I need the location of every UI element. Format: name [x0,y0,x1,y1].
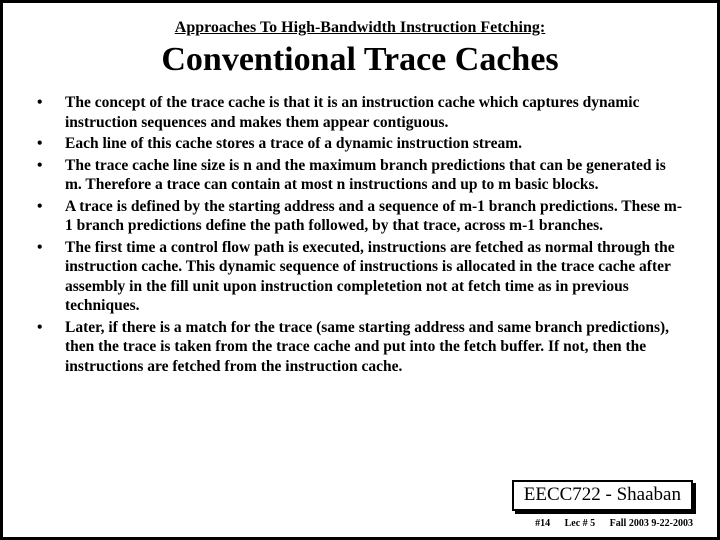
bullet-text: The first time a control flow path is ex… [65,238,685,316]
footer-meta: #14 Lec # 5 Fall 2003 9-22-2003 [523,518,693,529]
list-item: • Each line of this cache stores a trace… [35,134,685,154]
bullet-icon: • [35,238,65,258]
list-item: • The first time a control flow path is … [35,238,685,316]
bullet-icon: • [35,156,65,176]
bullet-text: A trace is defined by the starting addre… [65,197,685,236]
bullet-text: The concept of the trace cache is that i… [65,93,685,132]
bullet-text: Later, if there is a match for the trace… [65,318,685,377]
footer-course-box: EECC722 - Shaaban [512,480,693,511]
slide-date: Fall 2003 9-22-2003 [610,518,693,529]
slide-number: #14 [535,518,550,529]
bullet-text: The trace cache line size is n and the m… [65,156,685,195]
lecture-number: Lec # 5 [565,518,596,529]
bullet-icon: • [35,93,65,113]
bullet-icon: • [35,197,65,217]
bullet-list: • The concept of the trace cache is that… [35,93,685,376]
list-item: • Later, if there is a match for the tra… [35,318,685,377]
bullet-text: Each line of this cache stores a trace o… [65,134,685,154]
bullet-icon: • [35,318,65,338]
bullet-icon: • [35,134,65,154]
list-item: • The trace cache line size is n and the… [35,156,685,195]
list-item: • A trace is defined by the starting add… [35,197,685,236]
slide-pretitle: Approaches To High-Bandwidth Instruction… [31,19,689,37]
slide-title: Conventional Trace Caches [31,41,689,79]
slide-frame: Approaches To High-Bandwidth Instruction… [0,0,720,540]
list-item: • The concept of the trace cache is that… [35,93,685,132]
